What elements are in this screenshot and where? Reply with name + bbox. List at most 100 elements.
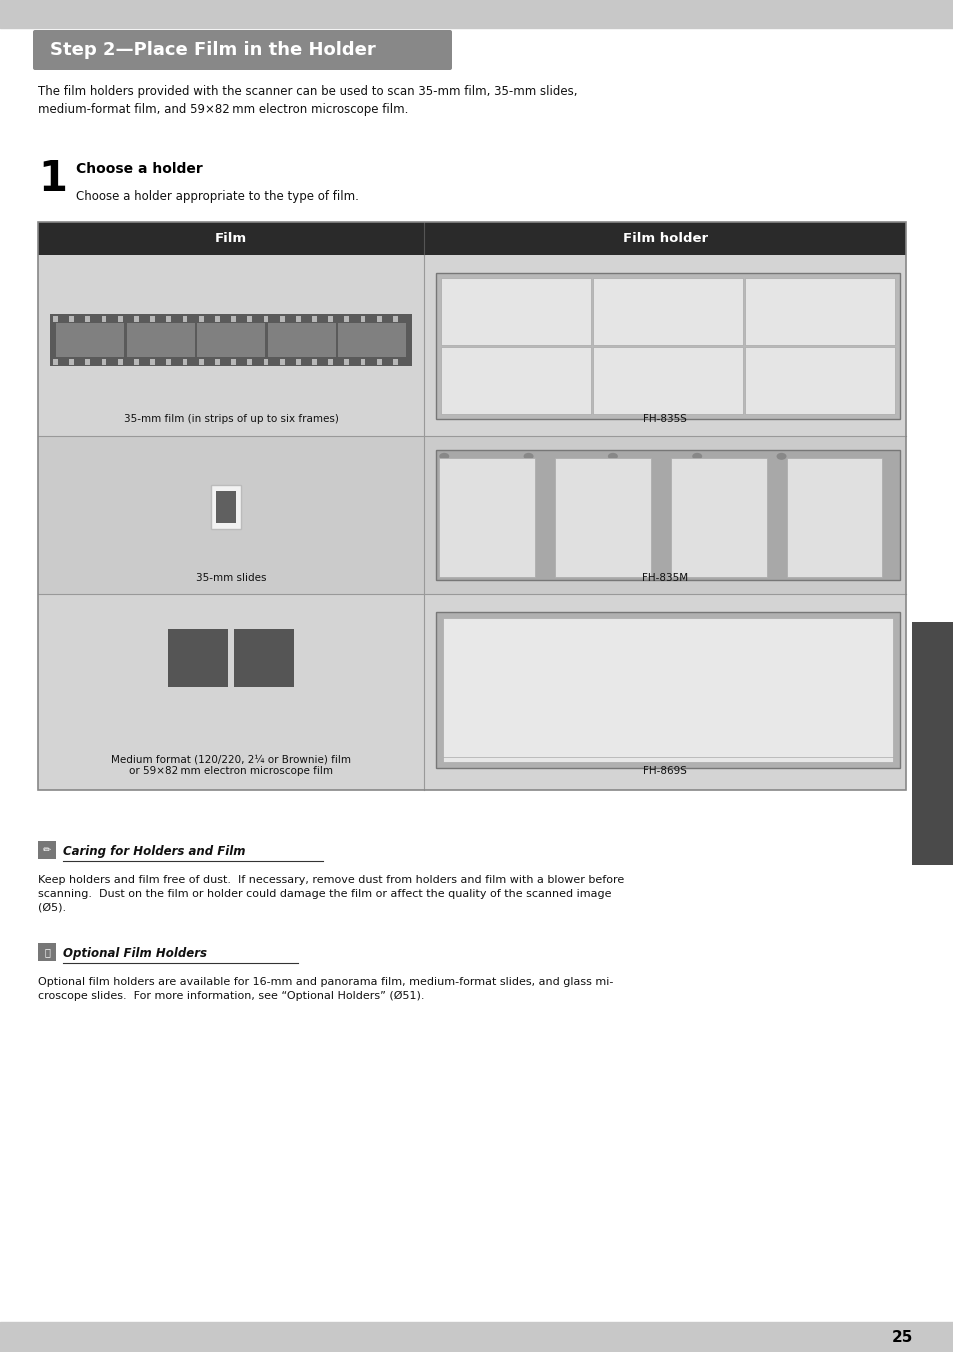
Text: The film holders provided with the scanner can be used to scan 35‑mm film, 35‑mm: The film holders provided with the scann…	[38, 85, 577, 116]
Bar	[133, 358, 138, 365]
Bar	[117, 358, 122, 365]
Bar	[360, 316, 365, 322]
Bar	[911, 622, 953, 865]
Text: Optional Film Holders: Optional Film Holders	[63, 946, 207, 960]
Text: FH‑835S: FH‑835S	[642, 414, 686, 423]
Bar	[376, 358, 381, 365]
Bar	[0, 1322, 953, 1352]
Bar	[231, 358, 235, 365]
Bar	[279, 316, 284, 322]
Bar	[744, 279, 894, 345]
Bar	[393, 316, 397, 322]
Bar	[168, 629, 228, 687]
Bar	[214, 316, 219, 322]
Text: ⌕: ⌕	[44, 946, 50, 957]
Bar	[0, 0, 953, 28]
Bar	[70, 358, 74, 365]
Ellipse shape	[607, 453, 618, 460]
Bar	[101, 316, 107, 322]
Bar	[38, 222, 905, 256]
Bar	[231, 316, 235, 322]
Bar	[328, 358, 333, 365]
Bar	[182, 316, 187, 322]
Text: 35‑mm film (in strips of up to six frames): 35‑mm film (in strips of up to six frame…	[124, 414, 338, 423]
Bar	[436, 273, 899, 419]
Bar	[38, 435, 905, 594]
Bar	[593, 347, 742, 414]
Bar	[197, 323, 265, 357]
Bar	[268, 323, 335, 357]
Bar	[393, 358, 397, 365]
Text: Step 2—Place Film in the Holder: Step 2—Place Film in the Holder	[50, 41, 375, 59]
Text: 25: 25	[890, 1329, 912, 1344]
Bar	[344, 316, 349, 322]
Text: Optional film holders are available for 16‑mm and panorama film, medium‑format s: Optional film holders are available for …	[38, 977, 613, 1002]
Bar	[441, 347, 590, 414]
Bar	[263, 358, 268, 365]
Bar	[50, 315, 412, 366]
Text: Choose a holder appropriate to the type of film.: Choose a holder appropriate to the type …	[76, 191, 358, 203]
Text: Choose a holder: Choose a holder	[76, 162, 203, 176]
Bar	[166, 316, 171, 322]
Text: 35‑mm slides: 35‑mm slides	[195, 573, 266, 583]
Bar	[233, 629, 294, 687]
Bar	[744, 347, 894, 414]
Ellipse shape	[776, 453, 785, 460]
Text: ✏: ✏	[43, 845, 51, 854]
Bar	[376, 316, 381, 322]
Bar	[127, 323, 194, 357]
Bar	[53, 358, 58, 365]
Bar	[133, 316, 138, 322]
Bar	[56, 323, 124, 357]
Bar	[328, 316, 333, 322]
Bar	[38, 594, 905, 790]
Text: Caring for Holders and Film: Caring for Holders and Film	[63, 845, 245, 859]
Bar	[101, 358, 107, 365]
Bar	[166, 358, 171, 365]
Bar	[247, 316, 252, 322]
Bar	[438, 458, 534, 577]
Bar	[279, 358, 284, 365]
Ellipse shape	[438, 453, 449, 460]
Bar	[70, 316, 74, 322]
Bar	[785, 458, 882, 577]
Bar	[117, 316, 122, 322]
Bar	[554, 458, 650, 577]
Bar	[150, 316, 154, 322]
Bar	[436, 612, 899, 768]
FancyBboxPatch shape	[33, 30, 452, 70]
Bar	[312, 358, 316, 365]
Bar	[593, 279, 742, 345]
Bar	[38, 256, 905, 435]
Text: Keep holders and film free of dust.  If necessary, remove dust from holders and : Keep holders and film free of dust. If n…	[38, 875, 623, 913]
Bar	[360, 358, 365, 365]
Text: FH‑835M: FH‑835M	[641, 573, 687, 583]
Bar	[295, 358, 300, 365]
Bar	[38, 222, 905, 790]
Bar	[443, 618, 892, 763]
Bar	[38, 222, 905, 790]
Bar	[182, 358, 187, 365]
Text: Medium format (120/220, 2¼ or Brownie) film
or 59×82 mm electron microscope film: Medium format (120/220, 2¼ or Brownie) f…	[111, 754, 351, 776]
Bar	[150, 358, 154, 365]
Bar	[344, 358, 349, 365]
Ellipse shape	[523, 453, 533, 460]
Text: Film holder: Film holder	[622, 233, 707, 245]
Bar	[38, 841, 56, 859]
Bar	[436, 450, 899, 580]
Bar	[198, 358, 203, 365]
Bar	[216, 491, 236, 523]
Bar	[312, 316, 316, 322]
Bar	[263, 316, 268, 322]
Bar	[338, 323, 406, 357]
Bar	[198, 316, 203, 322]
Bar	[86, 316, 91, 322]
Bar	[53, 316, 58, 322]
Bar	[38, 942, 56, 961]
Bar	[295, 316, 300, 322]
Bar	[211, 485, 241, 529]
Bar	[441, 279, 590, 345]
Bar	[86, 358, 91, 365]
Text: 1: 1	[38, 158, 67, 200]
Text: FH‑869S: FH‑869S	[642, 767, 686, 776]
